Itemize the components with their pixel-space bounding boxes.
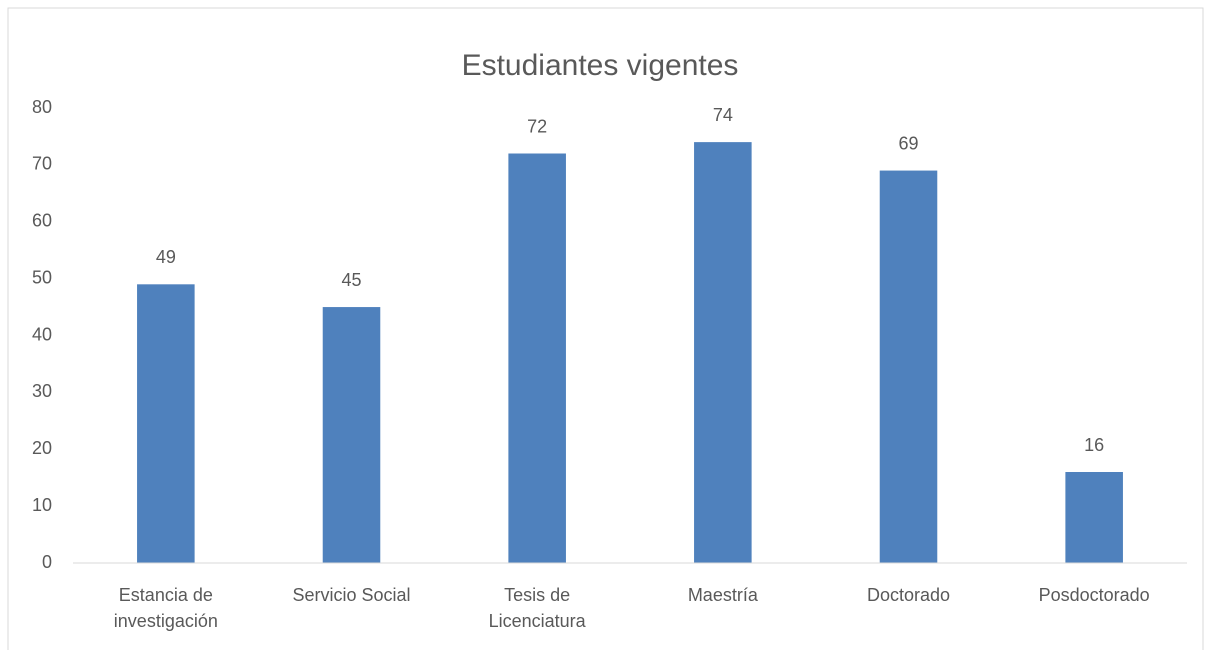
- x-tick-label: Estancia de investigación: [113, 585, 218, 631]
- y-tick-label: 30: [32, 381, 52, 401]
- data-label: 72: [527, 116, 547, 136]
- y-tick-label: 50: [32, 267, 52, 287]
- y-tick-label: 70: [32, 154, 52, 174]
- y-tick-label: 40: [32, 324, 52, 344]
- bar: [879, 170, 938, 563]
- data-label: 74: [713, 105, 733, 125]
- chart-border: [7, 7, 1204, 650]
- bar: [694, 142, 752, 563]
- data-label: 49: [156, 247, 176, 267]
- bar: [322, 307, 381, 563]
- data-label: 69: [898, 133, 918, 153]
- y-tick-label: 60: [32, 211, 52, 231]
- x-tick-label: Servicio Social: [292, 585, 411, 605]
- data-label: 45: [341, 270, 361, 290]
- y-tick-label: 80: [32, 97, 52, 117]
- data-label: 16: [1084, 435, 1104, 455]
- y-tick-label: 0: [42, 552, 52, 572]
- y-tick-label: 20: [32, 438, 52, 458]
- x-tick-label: Posdoctorado: [1038, 585, 1150, 605]
- bar: [508, 153, 566, 563]
- x-tick-label: Tesis de Licenciatura: [488, 585, 586, 631]
- y-tick-label: 10: [32, 495, 52, 515]
- chart-title: Estudiantes vigentes: [462, 49, 739, 82]
- bar: [1065, 472, 1123, 563]
- x-tick-label: Maestría: [687, 585, 758, 605]
- x-tick-label: Doctorado: [866, 585, 951, 605]
- bar: [137, 284, 195, 563]
